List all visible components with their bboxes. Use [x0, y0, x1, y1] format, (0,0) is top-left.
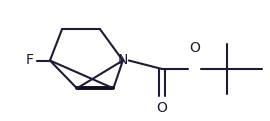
Text: F: F — [26, 53, 34, 68]
Text: O: O — [157, 101, 167, 115]
Text: O: O — [189, 41, 200, 55]
Text: N: N — [118, 53, 128, 68]
